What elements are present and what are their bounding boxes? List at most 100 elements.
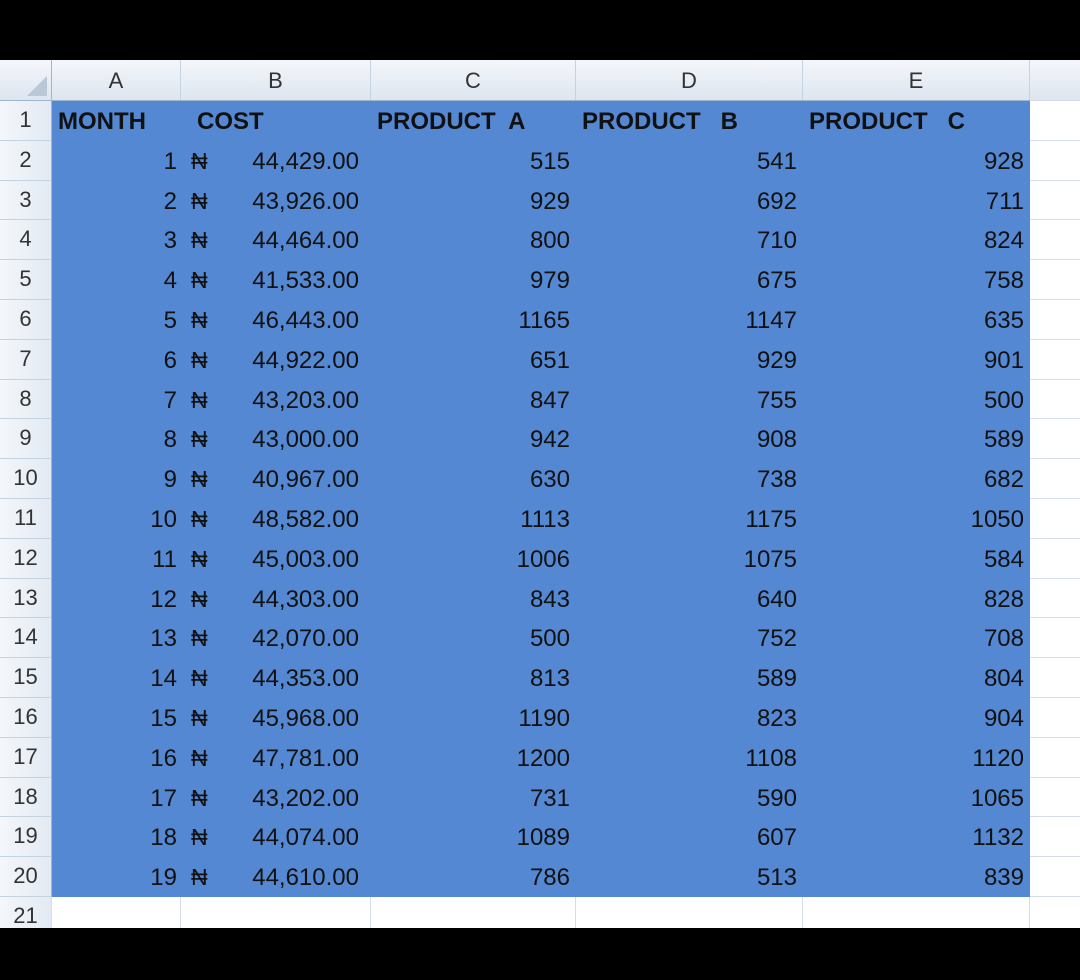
table-cell[interactable]: 6 bbox=[163, 346, 177, 374]
column-header-e[interactable]: E bbox=[803, 60, 1030, 100]
table-cell[interactable]: 843 bbox=[529, 585, 570, 613]
table-cell[interactable]: 500 bbox=[529, 625, 570, 653]
table-cell[interactable]: 1089 bbox=[516, 824, 570, 852]
table-cell[interactable]: 44,464.00 bbox=[252, 227, 359, 255]
table-cell[interactable]: 1050 bbox=[970, 506, 1024, 533]
table-cell[interactable]: 13 bbox=[150, 625, 177, 653]
table-cell[interactable]: 1165 bbox=[518, 307, 570, 334]
table-cell[interactable]: 929 bbox=[756, 346, 797, 374]
table-cell[interactable]: 590 bbox=[756, 784, 797, 812]
table-cell[interactable]: 589 bbox=[983, 426, 1024, 454]
row-header-18[interactable]: 18 bbox=[0, 777, 52, 818]
table-cell[interactable]: 7 bbox=[163, 386, 177, 414]
table-cell[interactable]: 823 bbox=[756, 705, 797, 732]
table-cell[interactable]: 1075 bbox=[743, 545, 797, 573]
table-cell[interactable]: 44,922.00 bbox=[252, 346, 359, 374]
row-header-12[interactable]: 12 bbox=[0, 538, 52, 579]
table-cell[interactable]: 2 bbox=[163, 187, 177, 215]
row-header-15[interactable]: 15 bbox=[0, 658, 52, 698]
table-cell[interactable]: 731 bbox=[529, 784, 570, 812]
table-cell[interactable]: 904 bbox=[983, 705, 1024, 732]
table-cell[interactable]: 46,443.00 bbox=[252, 307, 359, 334]
table-cell[interactable]: 43,926.00 bbox=[252, 187, 359, 215]
table-cell[interactable]: 711 bbox=[985, 187, 1024, 215]
row-header-9[interactable]: 9 bbox=[0, 419, 52, 460]
table-cell[interactable]: 44,074.00 bbox=[252, 824, 359, 852]
table-cell[interactable]: 813 bbox=[529, 665, 570, 693]
table-cell[interactable]: 541 bbox=[756, 147, 797, 175]
row-header-6[interactable]: 6 bbox=[0, 300, 52, 340]
table-cell[interactable]: 8 bbox=[163, 426, 177, 454]
table-cell[interactable]: 942 bbox=[529, 426, 570, 454]
table-cell[interactable]: 800 bbox=[529, 227, 570, 255]
row-header-10[interactable]: 10 bbox=[0, 459, 52, 499]
table-cell[interactable]: 43,202.00 bbox=[252, 784, 359, 812]
table-cell[interactable]: 1006 bbox=[516, 545, 570, 573]
table-cell[interactable]: 755 bbox=[756, 386, 797, 414]
row-header-19[interactable]: 19 bbox=[0, 817, 52, 858]
table-cell[interactable]: 640 bbox=[756, 585, 797, 613]
table-cell[interactable]: 584 bbox=[983, 545, 1024, 573]
table-cell[interactable]: 47,781.00 bbox=[252, 744, 359, 772]
row-header-16[interactable]: 16 bbox=[0, 698, 52, 738]
row-header-1[interactable]: 1 bbox=[0, 101, 52, 141]
table-cell[interactable]: 513 bbox=[756, 864, 797, 892]
table-cell[interactable]: 752 bbox=[756, 625, 797, 653]
table-cell[interactable]: 824 bbox=[983, 227, 1024, 255]
table-cell[interactable]: 738 bbox=[756, 466, 797, 494]
table-cell[interactable]: 607 bbox=[756, 824, 797, 852]
table-cell[interactable]: 515 bbox=[529, 147, 570, 175]
table-cell[interactable]: 908 bbox=[756, 426, 797, 454]
table-cell[interactable]: 804 bbox=[983, 665, 1024, 693]
column-header-c[interactable]: C bbox=[371, 60, 576, 100]
table-cell[interactable]: 1190 bbox=[518, 705, 570, 732]
table-cell[interactable]: 758 bbox=[983, 267, 1024, 295]
table-cell[interactable]: 828 bbox=[983, 585, 1024, 613]
row-header-21[interactable]: 21 bbox=[0, 897, 52, 928]
table-cell[interactable]: 1200 bbox=[516, 744, 570, 772]
table-cell[interactable]: 17 bbox=[150, 784, 177, 812]
table-cell[interactable]: 692 bbox=[756, 187, 797, 215]
table-cell[interactable]: 12 bbox=[150, 585, 177, 613]
table-cell[interactable]: 675 bbox=[756, 267, 797, 295]
table-cell[interactable]: 41,533.00 bbox=[252, 267, 359, 295]
row-header-3[interactable]: 3 bbox=[0, 180, 52, 221]
table-cell[interactable]: 1132 bbox=[972, 824, 1024, 852]
table-cell[interactable]: 847 bbox=[529, 386, 570, 414]
table-cell[interactable]: 44,429.00 bbox=[252, 147, 359, 175]
table-cell[interactable]: 3 bbox=[163, 227, 177, 255]
table-cell[interactable]: 1113 bbox=[520, 506, 570, 533]
row-header-13[interactable]: 13 bbox=[0, 578, 52, 619]
row-header-4[interactable]: 4 bbox=[0, 220, 52, 261]
table-cell[interactable]: 1175 bbox=[745, 506, 797, 533]
table-cell[interactable]: 708 bbox=[983, 625, 1024, 653]
header-cell-a[interactable]: MONTH bbox=[58, 108, 146, 135]
table-cell[interactable]: 48,582.00 bbox=[252, 506, 359, 533]
table-cell[interactable]: 42,070.00 bbox=[252, 625, 359, 653]
table-cell[interactable]: 682 bbox=[983, 466, 1024, 494]
table-cell[interactable]: 635 bbox=[983, 307, 1024, 334]
row-header-11[interactable]: 11 bbox=[0, 499, 52, 539]
table-cell[interactable]: 5 bbox=[163, 307, 177, 334]
row-header-7[interactable]: 7 bbox=[0, 339, 52, 380]
table-cell[interactable]: 45,968.00 bbox=[252, 705, 359, 732]
table-cell[interactable]: 1065 bbox=[970, 784, 1024, 812]
table-cell[interactable]: 589 bbox=[756, 665, 797, 693]
table-cell[interactable]: 45,003.00 bbox=[252, 545, 359, 573]
table-cell[interactable]: 710 bbox=[756, 227, 797, 255]
table-cell[interactable]: 14 bbox=[150, 665, 177, 693]
table-cell[interactable]: 1147 bbox=[745, 307, 797, 334]
table-cell[interactable]: 1108 bbox=[745, 744, 797, 772]
table-cell[interactable]: 15 bbox=[150, 705, 177, 732]
row-header-2[interactable]: 2 bbox=[0, 140, 52, 181]
table-cell[interactable]: 500 bbox=[983, 386, 1024, 414]
column-header-a[interactable]: A bbox=[52, 60, 181, 100]
table-cell[interactable]: 43,000.00 bbox=[252, 426, 359, 454]
table-cell[interactable]: 43,203.00 bbox=[252, 386, 359, 414]
select-all-corner[interactable] bbox=[0, 60, 52, 100]
table-cell[interactable]: 44,353.00 bbox=[252, 665, 359, 693]
table-cell[interactable]: 11 bbox=[152, 545, 177, 573]
table-cell[interactable]: 18 bbox=[150, 824, 177, 852]
table-cell[interactable]: 10 bbox=[150, 506, 177, 533]
table-cell[interactable]: 1120 bbox=[972, 744, 1024, 772]
